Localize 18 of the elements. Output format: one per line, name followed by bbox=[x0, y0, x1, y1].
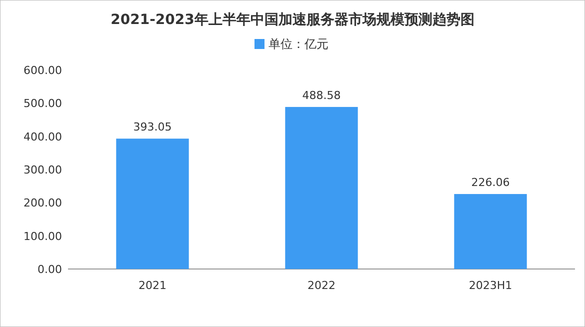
title: 2021-2023年上半年中国加速服务器市场规模预测趋势图 bbox=[110, 12, 474, 28]
y-tick-label: 0.00 bbox=[38, 263, 62, 276]
data-label: 488.58 bbox=[302, 88, 341, 102]
x-tick-label: 2022 bbox=[308, 279, 336, 292]
bar bbox=[454, 194, 527, 269]
data-label: 226.06 bbox=[471, 176, 510, 190]
y-tick-label: 600.00 bbox=[24, 64, 62, 77]
bar bbox=[116, 138, 189, 269]
y-tick-label: 300.00 bbox=[24, 164, 62, 176]
y-tick-label: 400.00 bbox=[24, 130, 62, 144]
data-label: 393.05 bbox=[133, 120, 172, 134]
x-tick-label: 2023H1 bbox=[468, 279, 512, 292]
y-tick-label: 100.00 bbox=[24, 230, 62, 243]
y-tick-label: 500.00 bbox=[24, 97, 62, 110]
y-tick-label: 200.00 bbox=[24, 196, 62, 210]
x-tick-label: 2021 bbox=[138, 279, 166, 292]
bar bbox=[285, 106, 358, 269]
legend-label: 单位：亿元 bbox=[268, 37, 328, 51]
